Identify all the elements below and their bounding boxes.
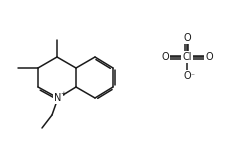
Text: ⁻: ⁻ <box>190 71 194 80</box>
Text: O: O <box>205 52 213 62</box>
Text: O: O <box>183 33 191 43</box>
Text: Cl: Cl <box>182 52 192 62</box>
Text: O: O <box>183 71 191 81</box>
Text: +: + <box>60 91 66 97</box>
Text: O: O <box>161 52 169 62</box>
Text: N: N <box>54 93 62 103</box>
